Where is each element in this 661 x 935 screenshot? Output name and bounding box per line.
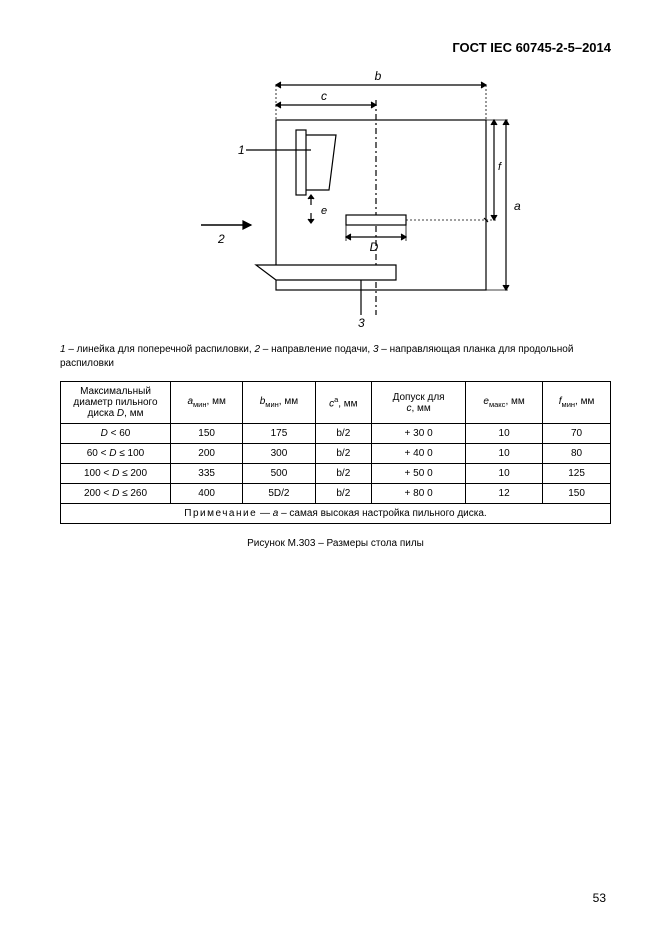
col-a: aмин, мм	[171, 382, 243, 424]
page: ГОСТ IEC 60745-2-5–2014 b c	[0, 0, 661, 935]
table-row: 200 < D ≤ 260 4005D/2b/2+ 80 012150	[61, 484, 611, 504]
col-diameter: Максимальный диаметр пильного диска D, м…	[61, 382, 171, 424]
col-tolerance: Допуск дляc, мм	[372, 382, 466, 424]
callout-2: 2	[217, 232, 225, 246]
table-header-row: Максимальный диаметр пильного диска D, м…	[61, 382, 611, 424]
callout-3: 3	[358, 316, 365, 330]
figure-caption: Рисунок M.303 – Размеры стола пилы	[60, 538, 611, 549]
legend-text-2: – направление подачи,	[260, 344, 373, 355]
document-header: ГОСТ IEC 60745-2-5–2014	[60, 40, 611, 55]
callout-1: 1	[238, 143, 245, 157]
dim-b-label: b	[374, 69, 381, 83]
table-row: D < 60 150175b/2+ 30 01070	[61, 424, 611, 444]
dim-c-label: c	[321, 89, 327, 103]
page-number: 53	[593, 891, 606, 905]
col-e: eмакс, мм	[466, 382, 543, 424]
note-label: Примечание	[184, 508, 257, 519]
col-b: bмин, мм	[243, 382, 315, 424]
diagram-container: b c 1 2	[60, 65, 611, 333]
dim-f-label: f	[498, 161, 502, 173]
dim-e-label: e	[321, 205, 327, 217]
table-note-row: Примечание — a – самая высокая настройка…	[61, 504, 611, 524]
col-c: ca, мм	[315, 382, 372, 424]
table-body: D < 60 150175b/2+ 30 01070 60 < D ≤ 100 …	[61, 424, 611, 524]
dimensions-table: Максимальный диаметр пильного диска D, м…	[60, 381, 611, 524]
dim-a-label: a	[514, 199, 521, 213]
diagram-legend: 1 – линейка для поперечной распиловки, 2…	[60, 343, 611, 371]
dim-D-label: D	[369, 240, 378, 254]
table-row: 100 < D ≤ 200 335500b/2+ 50 010125	[61, 464, 611, 484]
table-row: 60 < D ≤ 100 200300b/2+ 40 01080	[61, 444, 611, 464]
col-f: fмин, мм	[543, 382, 611, 424]
saw-table-diagram: b c 1 2	[146, 65, 526, 330]
legend-text-1: – линейка для поперечной распиловки,	[66, 344, 255, 355]
